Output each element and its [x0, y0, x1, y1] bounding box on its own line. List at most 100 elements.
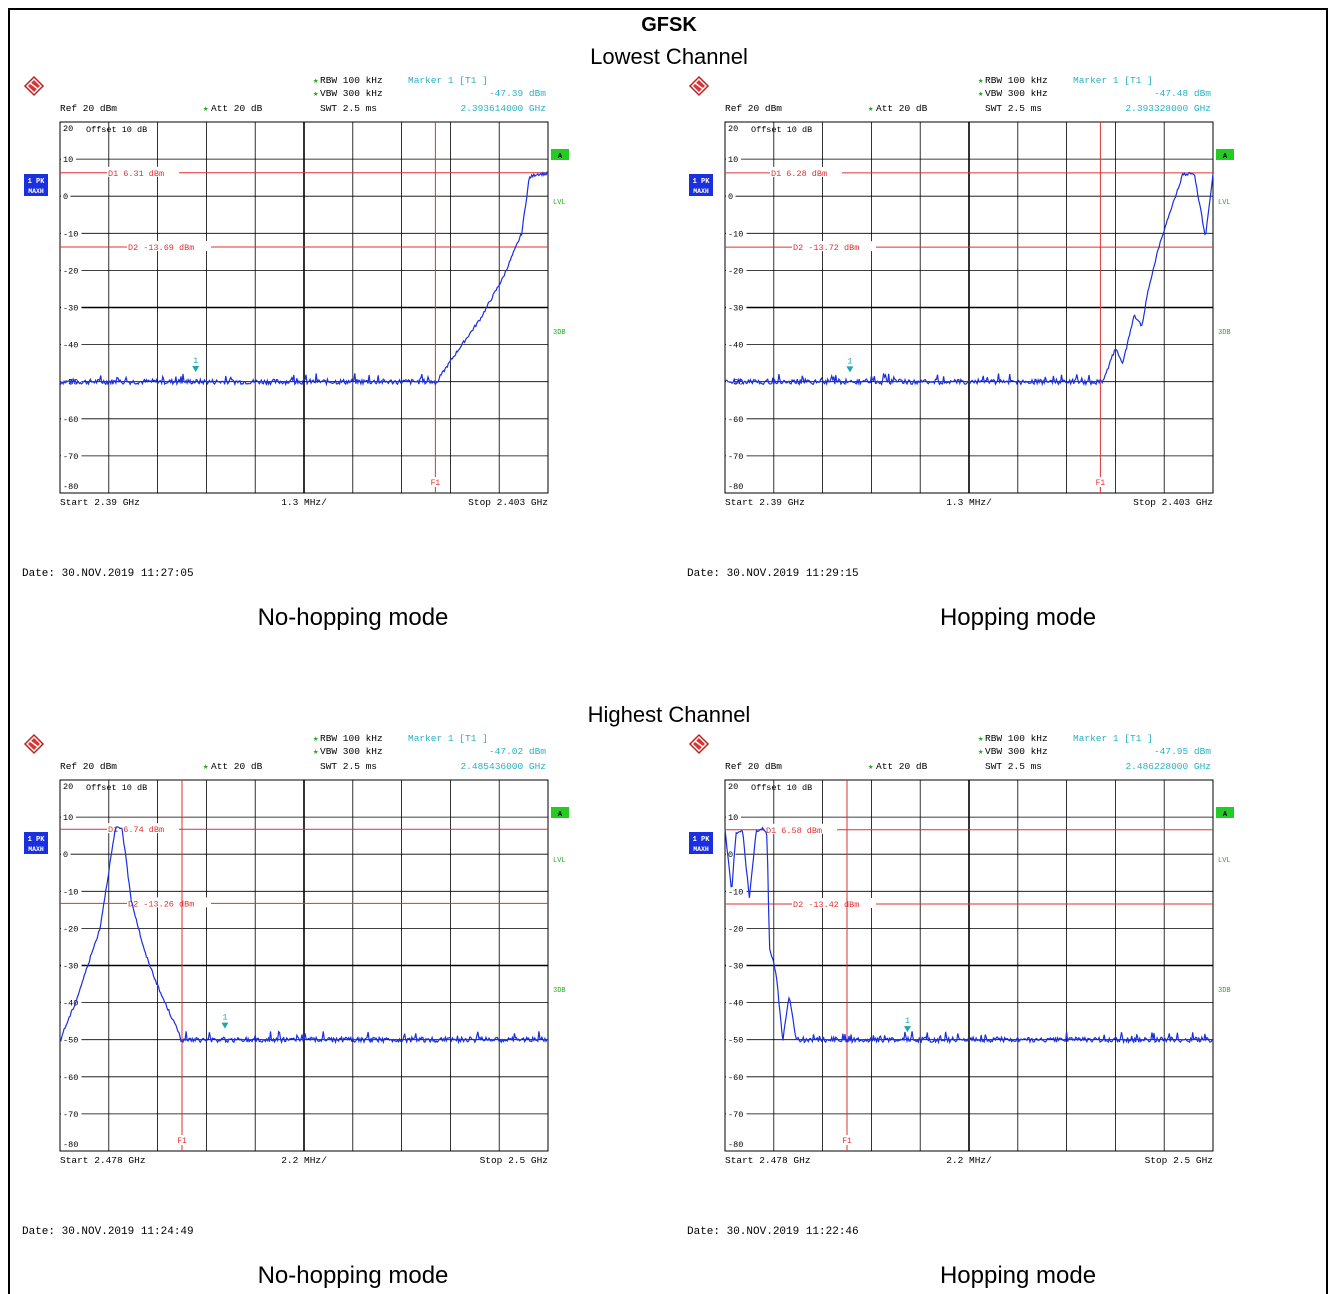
marker-triangle-icon	[846, 366, 854, 373]
badge-a-text: A	[558, 811, 563, 819]
three-db-indicator: 3DB	[1218, 987, 1231, 995]
section-title-lowest: Lowest Channel	[590, 44, 748, 69]
f1-label: F1	[1096, 479, 1106, 488]
badge-a-text: A	[1223, 811, 1228, 819]
marker-number: 1	[193, 356, 198, 366]
capture-date: Date: 30.NOV.2019 11:22:46	[687, 1226, 859, 1238]
marker-number: 1	[222, 1013, 227, 1023]
d1-label: D1 6.74 dBm	[108, 825, 164, 835]
sweep-time-label: SWT 2.5 ms	[985, 103, 1042, 114]
y-tick-label: 10	[728, 813, 738, 823]
y-tick-label: -70	[63, 1110, 78, 1120]
marker-level: -47.02 dBm	[489, 746, 546, 757]
stop-frequency: Stop 2.403 GHz	[1133, 497, 1213, 508]
attenuation-label: Att 20 dB	[211, 761, 263, 772]
d2-label: D2 -13.42 dBm	[793, 900, 859, 910]
spectrum-panel-2: ★ RBW 100 kHz Marker 1 [T1 ] ★ VBW 300 kHz -4…	[683, 74, 1333, 554]
badge-trace-text: 1 PK	[693, 836, 711, 844]
attenuation-label: Att 20 dB	[876, 103, 928, 114]
stop-frequency: Stop 2.5 GHz	[1145, 1155, 1213, 1166]
y-tick-label: -10	[728, 229, 743, 239]
svg-text:★: ★	[313, 89, 319, 99]
svg-text:★: ★	[868, 104, 874, 114]
badge-mode-text: MAXH	[28, 188, 44, 195]
rohde-schwarz-logo-icon	[23, 733, 45, 755]
y-tick-label: -80	[728, 482, 743, 492]
marker-frequency: 2.486228000 GHz	[1125, 761, 1211, 772]
vbw-label: VBW 300 kHz	[320, 88, 383, 99]
marker-triangle-icon	[221, 1022, 229, 1029]
marker-triangle-icon	[192, 366, 200, 373]
spectrum-panel-4: ★ RBW 100 kHz Marker 1 [T1 ] ★ VBW 300 kHz -4…	[683, 732, 1333, 1212]
y-tick-label: -10	[728, 887, 743, 897]
page-frame	[8, 8, 1328, 1294]
spectrum-plot: ★ RBW 100 kHz Marker 1 [T1 ]★ VBW 300 kHz -4…	[23, 733, 569, 1166]
y-tick-label: -40	[63, 341, 78, 351]
rbw-label: RBW 100 kHz	[320, 733, 383, 744]
y-tick-label: -40	[728, 341, 743, 351]
span-per-division: 1.3 MHz/	[281, 497, 327, 508]
marker-label: Marker 1 [T1 ]	[408, 75, 488, 86]
y-tick-label: -20	[728, 266, 743, 276]
three-db-indicator: 3DB	[553, 329, 566, 337]
y-tick-label: -60	[728, 1073, 743, 1083]
stop-frequency: Stop 2.403 GHz	[468, 497, 548, 508]
badge-trace-text: 1 PK	[693, 178, 711, 186]
svg-text:★: ★	[313, 76, 319, 86]
y-tick-label: -10	[63, 887, 78, 897]
mode-caption: Hopping mode	[939, 1262, 1097, 1289]
d1-label: D1 6.58 dBm	[766, 826, 822, 836]
trace-a-badge: A	[1216, 807, 1234, 819]
marker-frequency: 2.485436000 GHz	[460, 761, 546, 772]
y-tick-label: 10	[728, 155, 738, 165]
offset-label: Offset 10 dB	[86, 125, 147, 135]
ref-level-label: Ref 20 dBm	[60, 761, 117, 772]
section-title-highest: Highest Channel	[587, 702, 751, 727]
y-tick-label: -50	[63, 1036, 78, 1046]
y-tick-label: -80	[63, 1140, 78, 1150]
badge-trace-text: 1 PK	[28, 178, 46, 186]
svg-text:★: ★	[203, 104, 209, 114]
y-tick-label: -20	[63, 266, 78, 276]
spectrum-panel-3: ★ RBW 100 kHz Marker 1 [T1 ] ★ VBW 300 kHz -4…	[18, 732, 668, 1212]
y-tick-label: -10	[63, 229, 78, 239]
f1-label: F1	[431, 479, 441, 488]
y-tick-label: 0	[728, 850, 733, 860]
capture-date: Date: 30.NOV.2019 11:29:15	[687, 568, 859, 580]
marker-label: Marker 1 [T1 ]	[408, 733, 488, 744]
ref-level-label: Ref 20 dBm	[725, 103, 782, 114]
start-frequency: Start 2.39 GHz	[725, 497, 805, 508]
rbw-label: RBW 100 kHz	[320, 75, 383, 86]
span-per-division: 2.2 MHz/	[281, 1155, 327, 1166]
capture-date: Date: 30.NOV.2019 11:24:49	[22, 1226, 194, 1238]
d1-label: D1 6.31 dBm	[108, 169, 164, 179]
sweep-time-label: SWT 2.5 ms	[985, 761, 1042, 772]
rbw-label: RBW 100 kHz	[985, 733, 1048, 744]
y-tick-label: 0	[728, 192, 733, 202]
y-tick-label: 0	[63, 850, 68, 860]
y-tick-label: -40	[63, 999, 78, 1009]
badge-a-text: A	[1223, 153, 1228, 161]
spectrum-trace	[724, 826, 1214, 1045]
svg-text:★: ★	[203, 762, 209, 772]
svg-text:★: ★	[868, 762, 874, 772]
y-tick-label: -60	[728, 415, 743, 425]
trace-mode-badge: 1 PK MAXH	[24, 832, 48, 854]
y-tick-label: -40	[728, 999, 743, 1009]
y-tick-label: -70	[728, 1110, 743, 1120]
y-tick-label: -70	[63, 452, 78, 462]
trace-mode-badge: 1 PK MAXH	[24, 174, 48, 196]
offset-label: Offset 10 dB	[86, 783, 147, 793]
trace-a-badge: A	[551, 149, 569, 161]
f1-label: F1	[177, 1137, 187, 1146]
y-tick-label: -70	[728, 452, 743, 462]
y-tick-label: -20	[63, 924, 78, 934]
sweep-time-label: SWT 2.5 ms	[320, 761, 377, 772]
y-tick-label: 20	[728, 124, 738, 134]
mode-caption: No-hopping mode	[257, 1262, 449, 1289]
spectrum-plot: ★ RBW 100 kHz Marker 1 [T1 ]★ VBW 300 kHz -4…	[688, 733, 1234, 1166]
start-frequency: Start 2.39 GHz	[60, 497, 140, 508]
ref-level-label: Ref 20 dBm	[725, 761, 782, 772]
spectrum-plot: ★ RBW 100 kHz Marker 1 [T1 ]★ VBW 300 kHz -4…	[688, 75, 1234, 508]
marker-level: -47.95 dBm	[1154, 746, 1211, 757]
